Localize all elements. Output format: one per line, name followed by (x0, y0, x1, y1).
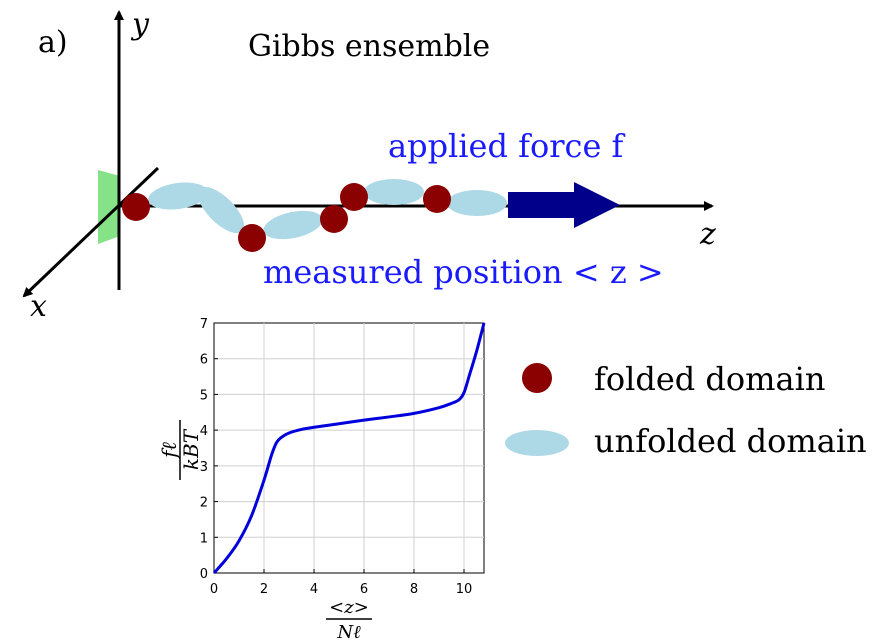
y-label-numerator: fℓ (157, 441, 181, 459)
y-tick-label: 7 (200, 317, 208, 332)
title: Gibbs ensemble (248, 29, 490, 64)
folded-domain (423, 185, 451, 213)
x-tick-label: 2 (260, 582, 268, 597)
y-tick-label: 1 (200, 531, 208, 546)
y-tick-label: 0 (200, 567, 208, 582)
z-axis-label: z (699, 217, 716, 252)
force-arrow (508, 182, 620, 228)
x-label-numerator: <z> (329, 597, 369, 618)
force-extension-curve (212, 322, 486, 574)
y-tick-label: 5 (200, 388, 208, 403)
y-axis-label: y (130, 7, 150, 42)
x-axis (22, 166, 160, 298)
folded-domain (320, 205, 348, 233)
panel-label: a) (38, 25, 68, 60)
unfolded-domain (197, 186, 245, 234)
force-label: applied force f (388, 127, 626, 165)
unfolded-domain (447, 190, 507, 216)
unfolded-domain (263, 210, 323, 240)
x-axis-label: x (30, 289, 47, 324)
folded-domain (238, 224, 266, 252)
x-tick-label: 6 (360, 582, 368, 597)
x-label-denominator: Nℓ (336, 622, 361, 642)
grid (214, 323, 484, 573)
x-tick-label: 8 (410, 582, 418, 597)
unfolded-domain (148, 182, 208, 210)
plot-area (213, 322, 485, 574)
unfolded-domain (364, 179, 424, 205)
legend-unfolded-label: unfolded domain (594, 422, 867, 460)
x-ticks: 0 2 4 6 8 10 (210, 569, 472, 597)
polymer-chain (122, 179, 507, 252)
y-ticks: 0 1 2 3 4 5 6 7 (200, 317, 218, 582)
folded-domain (340, 183, 368, 211)
folded-domain (122, 193, 150, 221)
x-tick-label: 10 (456, 582, 473, 597)
legend-unfolded-marker (505, 430, 569, 456)
x-tick-label: 0 (210, 582, 218, 597)
legend-folded-marker (522, 363, 552, 393)
y-tick-label: 2 (200, 496, 208, 511)
position-label: measured position < z > (263, 253, 664, 291)
y-tick-label: 6 (200, 353, 208, 368)
legend: folded domain unfolded domain (505, 360, 867, 460)
x-tick-label: 4 (310, 582, 318, 597)
force-extension-chart: 0 2 4 6 8 10 0 1 2 3 4 5 6 7 fℓ kBT <z> Nℓ (157, 317, 486, 642)
legend-folded-label: folded domain (594, 360, 825, 398)
y-tick-label: 3 (200, 460, 208, 475)
y-tick-label: 4 (200, 424, 208, 439)
y-label-denominator: kBT (179, 428, 203, 470)
attachment-surface (98, 170, 120, 244)
